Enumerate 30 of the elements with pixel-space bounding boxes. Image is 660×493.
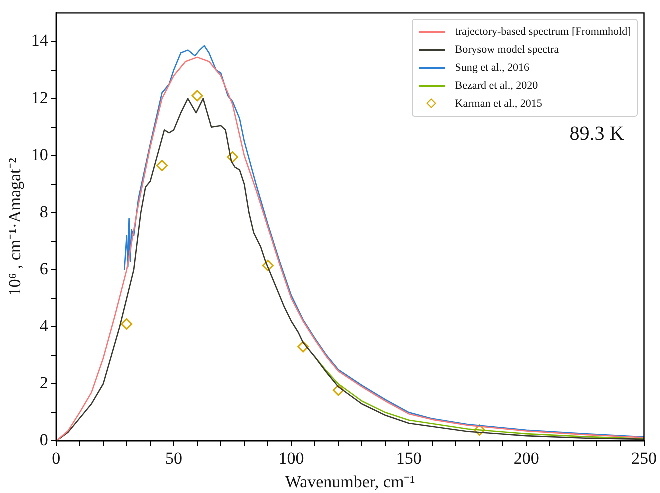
- y-tick-label: 12: [31, 88, 48, 108]
- y-tick-label: 10: [31, 145, 48, 164]
- x-tick-label: 200: [514, 448, 540, 468]
- point: [332, 384, 344, 396]
- point: [192, 90, 204, 102]
- y-tick-label: 2: [40, 374, 48, 393]
- x-tick-label: 150: [396, 448, 422, 468]
- x-tick-label: 100: [278, 448, 304, 468]
- point: [156, 160, 168, 172]
- y-tick-label: 8: [40, 202, 48, 222]
- legend-label: Karman et al., 2015: [455, 97, 542, 112]
- y-axis-title: 10⁶ , cm⁻¹·Amagat⁻²: [6, 158, 25, 296]
- y-tick-label: 0: [40, 430, 48, 450]
- x-axis-title: Wavenumber, cm⁻¹: [285, 472, 416, 492]
- legend-label: Sung et al., 2016: [455, 61, 530, 76]
- legend-label: Borysow model spectra: [455, 43, 560, 58]
- point: [121, 318, 133, 330]
- y-tick-label: 6: [40, 259, 48, 278]
- y-tick-label: 4: [40, 316, 49, 336]
- point: [474, 424, 486, 436]
- x-tick-label: 50: [165, 448, 182, 468]
- point: [262, 260, 274, 272]
- y-tick-label: 14: [31, 31, 49, 50]
- x-tick-label: 0: [52, 448, 61, 468]
- legend-label: Bezard et al., 2020: [455, 79, 538, 94]
- legend-label: trajectory-based spectrum [Frommhold]: [455, 25, 632, 40]
- x-tick-label: 250: [632, 448, 657, 468]
- point: [227, 152, 239, 164]
- annotation: 89.3 K: [570, 123, 624, 146]
- point: [298, 341, 310, 353]
